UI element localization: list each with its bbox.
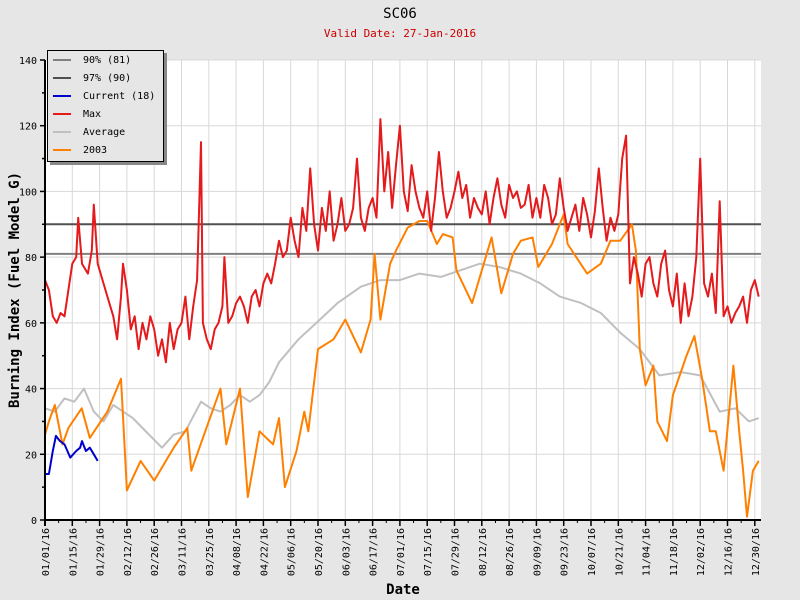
x-tick-label: 01/29/16 <box>96 528 107 576</box>
x-tick-label: 02/12/16 <box>123 528 134 576</box>
y-tick-label: 40 <box>25 385 37 396</box>
legend-swatch <box>53 131 71 133</box>
legend-item: Average <box>48 123 163 141</box>
x-tick-label: 07/15/16 <box>423 528 434 576</box>
legend-swatch <box>53 77 71 79</box>
legend-label: 97% (90) <box>83 72 132 84</box>
x-tick-label: 10/21/16 <box>614 528 625 576</box>
x-tick-label: 07/01/16 <box>396 528 407 576</box>
y-tick-label: 100 <box>19 187 37 198</box>
x-tick-label: 06/17/16 <box>369 528 380 576</box>
x-tick-label: 08/12/16 <box>478 528 489 576</box>
legend-item: Max <box>48 105 163 123</box>
y-tick-label: 20 <box>25 450 37 461</box>
x-tick-label: 03/25/16 <box>205 528 216 576</box>
series-line-current-18 <box>45 434 99 475</box>
x-tick-label: 08/26/16 <box>505 528 516 576</box>
legend-swatch <box>53 149 71 151</box>
series-line-2003 <box>44 213 760 518</box>
series-line-max <box>44 118 760 364</box>
legend-swatch <box>53 59 71 61</box>
series-lines <box>44 118 760 518</box>
legend-swatch <box>53 95 71 97</box>
chart-subtitle: Valid Date: 27-Jan-2016 <box>323 27 477 40</box>
legend-label: Average <box>83 126 126 138</box>
legend-swatch <box>53 113 71 115</box>
legend-label: 90% (81) <box>83 54 132 66</box>
y-tick-label: 140 <box>19 56 37 67</box>
x-tick-label: 04/22/16 <box>259 528 270 576</box>
x-tick-label: 05/20/16 <box>314 528 325 576</box>
legend-item: Current (18) <box>48 87 163 105</box>
x-tick-label: 02/26/16 <box>150 528 161 576</box>
legend-label: 2003 <box>83 144 108 156</box>
legend-item: 2003 <box>48 141 163 159</box>
x-tick-label: 04/08/16 <box>232 528 243 576</box>
legend-item: 90% (81) <box>48 51 163 69</box>
legend: 90% (81) 97% (90) Current (18) Max Average 20… <box>47 50 164 162</box>
y-tick-label: 60 <box>25 319 37 330</box>
legend-label: Max <box>83 108 102 120</box>
x-tick-label: 09/09/16 <box>532 528 543 576</box>
x-tick-label: 05/06/16 <box>287 528 298 576</box>
x-tick-label: 12/16/16 <box>724 528 735 576</box>
x-tick-label: 01/15/16 <box>68 528 79 576</box>
threshold-lines <box>45 223 761 255</box>
x-tick-label: 11/04/16 <box>642 528 653 576</box>
x-tick-label: 09/23/16 <box>560 528 571 576</box>
y-tick-label: 120 <box>19 122 37 133</box>
x-tick-labels: 01/01/16 01/15/16 01/29/16 02/12/16 02/26/16… <box>41 528 762 576</box>
x-tick-label: 01/01/16 <box>41 528 52 576</box>
x-tick-label: 07/29/16 <box>451 528 462 576</box>
x-axis-label: Date <box>386 582 420 598</box>
x-tick-label: 12/30/16 <box>751 528 762 576</box>
x-tick-label: 11/18/16 <box>669 528 680 576</box>
legend-item: 97% (90) <box>48 69 163 87</box>
legend-label: Current (18) <box>83 90 156 102</box>
y-tick-label: 0 <box>31 516 37 527</box>
axes <box>40 59 761 526</box>
y-axis-label: Burning Index (Fuel Model G) <box>7 172 23 408</box>
y-tick-labels: 0 20 40 60 80 100 120 140 <box>19 56 37 527</box>
x-tick-label: 03/11/16 <box>178 528 189 576</box>
chart-title: SC06 <box>383 6 417 22</box>
x-tick-label: 10/07/16 <box>587 528 598 576</box>
x-tick-label: 06/03/16 <box>341 528 352 576</box>
x-tick-label: 12/02/16 <box>696 528 707 576</box>
y-tick-label: 80 <box>25 253 37 264</box>
